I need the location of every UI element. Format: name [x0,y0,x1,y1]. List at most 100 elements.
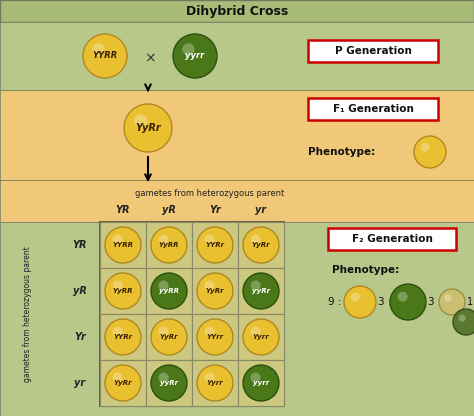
Circle shape [105,365,141,401]
Circle shape [92,43,105,56]
Text: YYRr: YYRr [113,334,133,340]
Text: yR: yR [162,205,176,215]
Text: Yyrr: Yyrr [207,380,223,386]
Circle shape [105,273,141,309]
FancyBboxPatch shape [146,222,192,268]
FancyBboxPatch shape [192,314,238,360]
Circle shape [134,114,147,128]
FancyBboxPatch shape [100,314,146,360]
Circle shape [112,280,123,291]
Circle shape [390,284,426,320]
Text: 9 :: 9 : [328,297,341,307]
Text: YyRR: YyRR [113,288,133,294]
Text: Yr: Yr [209,205,221,215]
Circle shape [205,280,215,291]
Text: yR: yR [73,286,87,296]
Text: YyRr: YyRr [206,288,224,294]
Circle shape [112,373,123,383]
Text: Yr: Yr [74,332,86,342]
FancyBboxPatch shape [100,222,146,268]
FancyBboxPatch shape [328,228,456,250]
Text: YR: YR [116,205,130,215]
FancyBboxPatch shape [192,222,238,268]
Text: YyRr: YyRr [160,334,178,340]
Text: YYRr: YYRr [205,242,225,248]
FancyBboxPatch shape [238,360,284,406]
FancyBboxPatch shape [238,222,284,268]
FancyBboxPatch shape [0,0,474,22]
Circle shape [112,235,123,245]
Circle shape [243,227,279,263]
Circle shape [159,373,169,383]
Circle shape [105,227,141,263]
Text: YyRr: YyRr [114,380,132,386]
Text: yyrr: yyrr [253,380,269,386]
Text: gametes from heterozygous parent: gametes from heterozygous parent [24,246,33,382]
Circle shape [458,314,466,322]
Text: 3 :: 3 : [378,297,392,307]
Text: ×: × [144,51,156,65]
Text: YYRR: YYRR [92,52,118,60]
FancyBboxPatch shape [238,314,284,360]
Circle shape [159,280,169,291]
Circle shape [159,327,169,337]
Circle shape [182,43,194,56]
Circle shape [251,373,261,383]
Text: F₁ Generation: F₁ Generation [333,104,413,114]
Text: YyRR: YyRR [159,242,179,248]
Circle shape [445,295,452,302]
Text: YYrr: YYrr [206,334,224,340]
FancyBboxPatch shape [100,268,146,314]
Circle shape [243,273,279,309]
Circle shape [439,289,465,315]
Circle shape [197,319,233,355]
Circle shape [205,235,215,245]
Text: yyrr: yyrr [185,52,205,60]
Circle shape [421,143,429,152]
Circle shape [351,293,360,302]
FancyBboxPatch shape [146,268,192,314]
Text: Yyrr: Yyrr [253,334,269,340]
Circle shape [83,34,127,78]
FancyBboxPatch shape [146,360,192,406]
Circle shape [251,327,261,337]
Circle shape [414,136,446,168]
Circle shape [173,34,217,78]
FancyBboxPatch shape [308,40,438,62]
Text: yr: yr [74,378,86,388]
Text: yyRr: yyRr [252,288,270,294]
FancyBboxPatch shape [0,222,474,416]
FancyBboxPatch shape [0,22,474,90]
FancyBboxPatch shape [192,360,238,406]
Text: F₂ Generation: F₂ Generation [352,234,432,244]
Circle shape [243,319,279,355]
Circle shape [344,286,376,318]
FancyBboxPatch shape [0,180,474,222]
Circle shape [112,327,123,337]
FancyBboxPatch shape [192,268,238,314]
Text: YyRr: YyRr [252,242,270,248]
Circle shape [453,309,474,335]
Text: Dihybrid Cross: Dihybrid Cross [186,5,288,17]
Circle shape [205,373,215,383]
Circle shape [105,319,141,355]
Circle shape [159,235,169,245]
Text: 3 :: 3 : [428,297,441,307]
Text: Phenotype:: Phenotype: [332,265,399,275]
Circle shape [151,273,187,309]
Circle shape [398,292,408,302]
Circle shape [124,104,172,152]
Text: YYRR: YYRR [112,242,134,248]
Circle shape [205,327,215,337]
Text: YR: YR [73,240,87,250]
Circle shape [151,319,187,355]
FancyBboxPatch shape [100,360,146,406]
Circle shape [197,365,233,401]
Circle shape [243,365,279,401]
Circle shape [151,227,187,263]
Circle shape [151,365,187,401]
FancyBboxPatch shape [146,314,192,360]
FancyBboxPatch shape [308,98,438,120]
Text: yr: yr [255,205,266,215]
Circle shape [251,280,261,291]
